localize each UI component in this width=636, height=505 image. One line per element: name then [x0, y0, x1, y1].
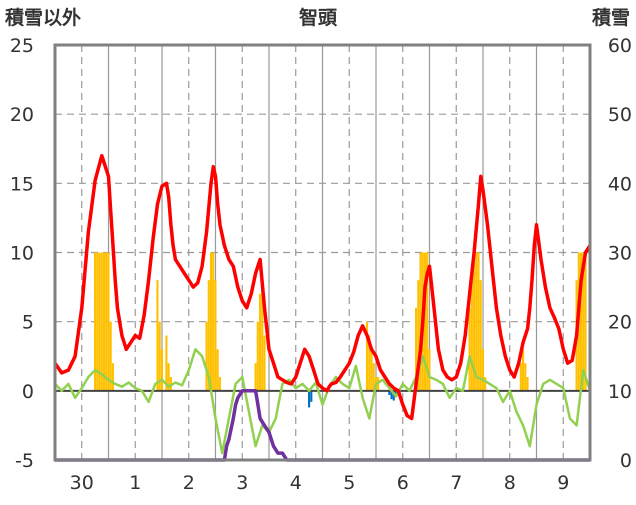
right-axis-label: 積雪 — [592, 6, 630, 29]
x-tick-label: 3 — [236, 472, 248, 494]
sunshine-bar — [96, 252, 99, 391]
sunshine-bar — [579, 252, 583, 391]
precip-bar — [310, 390, 313, 402]
sunshine-bar — [468, 307, 471, 391]
sunshine-bar — [470, 280, 473, 391]
sunshine-bar — [261, 280, 264, 391]
x-tick-label: 6 — [397, 472, 409, 494]
sunshine-bar — [472, 252, 476, 391]
tick-labels: -5 0 5 10 15 20 25 0 10 20 30 40 50 60 30 1 2 3 4 5 6 7 8 9 — [10, 35, 632, 494]
left-axis-label: 積雪以外 — [5, 6, 81, 29]
sunshine-bar — [109, 321, 112, 391]
sunshine-bar — [526, 377, 529, 391]
sunshine-bar — [584, 252, 587, 391]
x-tick-label: 1 — [129, 472, 141, 494]
sunshine-bar — [205, 321, 208, 391]
left-tick-label: -5 — [15, 450, 34, 472]
sunshine-bar — [254, 363, 257, 391]
left-tick-label: 25 — [10, 35, 34, 57]
sunshine-bar — [484, 377, 487, 391]
left-tick-label: 20 — [10, 104, 34, 126]
sunshine-bar — [105, 252, 108, 391]
sunshine-bar — [156, 280, 159, 391]
right-tick-label: 30 — [608, 243, 632, 265]
sunshine-bar — [216, 349, 219, 391]
right-tick-label: 0 — [620, 450, 632, 472]
sunshine-bar — [475, 252, 478, 391]
sunshine-bar — [428, 349, 431, 391]
x-tick-label: 2 — [183, 472, 195, 494]
sunshine-bar — [370, 349, 373, 391]
right-tick-label: 20 — [608, 312, 632, 334]
left-tick-label: 5 — [22, 312, 34, 334]
x-tick-label: 5 — [343, 472, 355, 494]
sunshine-bar — [94, 252, 97, 391]
min-line-series-line — [54, 348, 592, 455]
precip-bar — [390, 390, 393, 400]
sunshine-bar — [481, 349, 485, 391]
right-tick-label: 60 — [608, 35, 632, 57]
sunshine-bar — [372, 363, 375, 391]
precip-bar — [394, 390, 398, 394]
sunshine-bar — [160, 349, 164, 391]
plot-border — [53, 43, 592, 462]
sunshine-bar — [214, 280, 217, 391]
sunshine-bar — [218, 377, 221, 391]
sunshine-bar — [479, 280, 482, 391]
sunshine-bar — [522, 349, 525, 391]
precip-bar — [308, 390, 311, 408]
sunshine-bar — [417, 280, 420, 391]
sunshine-bar — [524, 363, 527, 391]
sunshine-bar — [207, 280, 210, 391]
sunshine-bar — [158, 321, 161, 391]
plot-frame — [53, 43, 592, 462]
x-tick-label: 8 — [504, 472, 516, 494]
sunshine-bar — [209, 252, 213, 391]
temperature-series-line — [53, 153, 592, 421]
left-tick-label: 15 — [10, 173, 34, 195]
sunshine-bar — [256, 321, 259, 391]
sunshine-bar — [212, 252, 215, 391]
left-tick-label: 10 — [10, 243, 34, 265]
precip-bar — [388, 390, 391, 395]
x-tick-label: 30 — [70, 472, 94, 494]
sunshine-bar — [365, 321, 369, 391]
sunshine-bar — [423, 252, 427, 391]
sunshine-bar — [165, 335, 168, 391]
sunshine-bar — [258, 294, 262, 391]
x-tick-label: 4 — [290, 472, 302, 494]
sunshine-bar — [107, 252, 110, 391]
sunshine-bar — [477, 252, 480, 391]
sunshine-bar — [263, 335, 266, 391]
grid-lines — [55, 45, 591, 460]
sunshine-bar — [368, 335, 371, 391]
left-tick-label: 0 — [22, 381, 34, 403]
precip-bar — [392, 390, 395, 401]
sunshine-bar — [415, 307, 418, 391]
right-tick-label: 50 — [608, 104, 632, 126]
sunshine-bar — [419, 252, 422, 391]
x-tick-label: 7 — [450, 472, 462, 494]
sunshine-bar — [582, 252, 585, 391]
sunshine-bar — [98, 252, 101, 391]
right-tick-label: 40 — [608, 173, 632, 195]
sunshine-bar — [426, 252, 429, 391]
right-tick-label: 10 — [608, 381, 632, 403]
sunshine-bar — [167, 363, 170, 391]
sunshine-bar — [111, 363, 114, 391]
x-tick-label: 9 — [557, 472, 569, 494]
sunshine-bar — [102, 252, 106, 391]
sunshine-bar — [519, 363, 522, 391]
precipitation-bars — [308, 390, 398, 408]
chart-title: 智頭 — [299, 6, 338, 29]
sunshine-bar — [100, 252, 103, 391]
